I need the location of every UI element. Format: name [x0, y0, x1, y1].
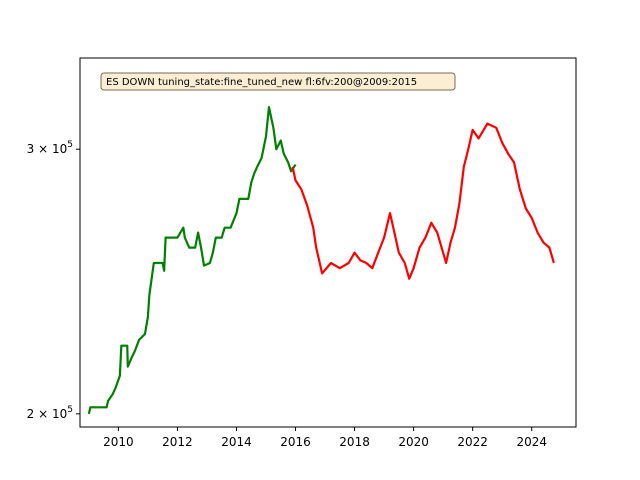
x-tick-label: 2018: [339, 435, 370, 449]
x-axis: 2010 2012 2014 2016 2018 2020 2022 2024: [103, 427, 547, 449]
series-layer: [87, 105, 555, 415]
series-line-2: [291, 122, 555, 280]
y-tick-label: 3 × 105: [27, 140, 73, 156]
plot-frame: [79, 57, 577, 428]
y-axis: 2 × 105 3 × 105: [27, 140, 80, 421]
x-tick-label: 2016: [280, 435, 311, 449]
x-tick-label: 2014: [221, 435, 252, 449]
x-tick-label: 2010: [103, 435, 134, 449]
x-tick-label: 2022: [457, 435, 488, 449]
annotation-text: ES DOWN tuning_state:fine_tuned_new fl:6…: [106, 77, 417, 88]
series-line-1: [87, 105, 297, 415]
x-tick-label: 2012: [162, 435, 193, 449]
y-tick-label: 2 × 105: [27, 405, 73, 421]
x-tick-label: 2024: [516, 435, 547, 449]
annotation-box: ES DOWN tuning_state:fine_tuned_new fl:6…: [100, 72, 456, 91]
annotation-background: [100, 72, 456, 91]
x-tick-label: 2020: [398, 435, 429, 449]
